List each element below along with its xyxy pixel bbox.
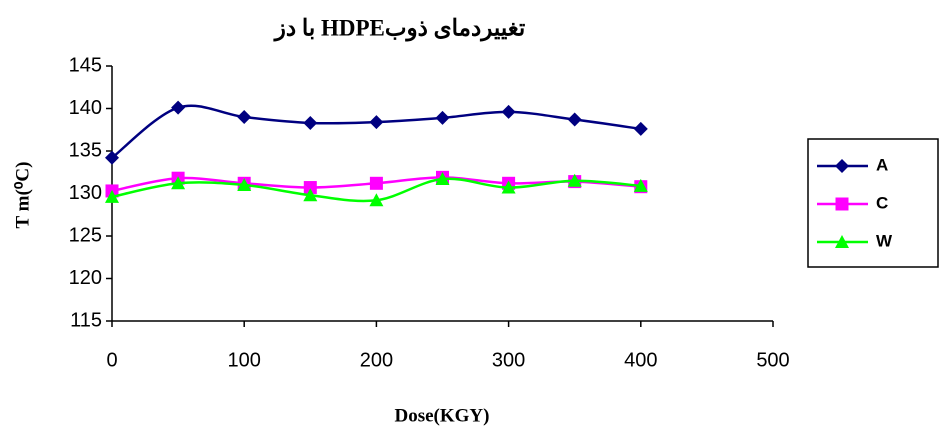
x-axis-label: Dose(KGY) [395, 405, 490, 426]
marker [105, 150, 119, 165]
marker [567, 173, 582, 187]
legend-marker [835, 159, 849, 173]
y-tick-label: 120 [69, 267, 102, 289]
chart-title: تغییردمای ذوبHDPE با دز [273, 15, 526, 42]
marker [501, 180, 516, 194]
marker [633, 121, 648, 136]
x-tick-label: 300 [492, 349, 525, 371]
y-tick-label: 145 [69, 54, 102, 76]
x-tick-label: 400 [624, 349, 657, 371]
marker [567, 112, 582, 127]
y-tick-label: 130 [69, 182, 102, 204]
y-tick-label: 115 [70, 309, 102, 331]
y-tick-label: 140 [69, 97, 102, 119]
marker [105, 189, 119, 203]
marker [369, 176, 383, 190]
marker [633, 178, 648, 192]
marker [237, 178, 252, 191]
x-tick-label: 0 [106, 349, 117, 371]
x-tick-label: 500 [756, 349, 789, 371]
y-tick-label: 125 [69, 224, 102, 246]
series-line [111, 104, 641, 159]
marker [501, 104, 516, 119]
marker [435, 172, 450, 186]
legend-marker [835, 197, 849, 211]
marker [303, 181, 317, 195]
legend-label: W [876, 231, 893, 250]
marker [303, 115, 318, 130]
x-tick-label: 100 [228, 349, 261, 371]
marker [303, 188, 318, 202]
marker [435, 110, 450, 125]
marker [237, 110, 252, 124]
legend-label: A [876, 155, 888, 174]
x-tick-label: 200 [360, 349, 393, 371]
marker [369, 193, 384, 207]
legend-label: C [876, 193, 888, 212]
marker [171, 176, 186, 190]
y-axis-label: T m(⁰C) [12, 162, 33, 229]
y-tick-label: 135 [69, 139, 102, 161]
legend-marker [835, 235, 849, 248]
marker [171, 100, 186, 115]
marker [369, 115, 384, 130]
